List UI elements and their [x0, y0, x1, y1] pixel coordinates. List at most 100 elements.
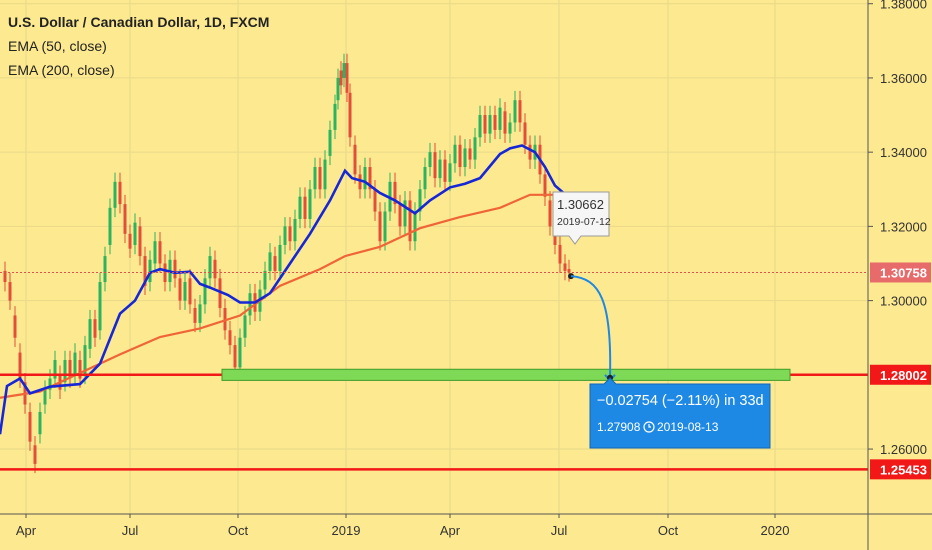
annotations-layer: 1.30662 2019-07-12 −0.02754 (−2.11%) in 33…	[221, 191, 791, 449]
candle-body-78	[383, 211, 387, 242]
price-badge-label-0: 1.30758	[880, 265, 927, 280]
price-badge-0	[870, 262, 931, 283]
candle-body-37	[188, 278, 192, 305]
candle-body-45	[228, 330, 232, 346]
candle-body-106	[523, 122, 527, 145]
tooltip-price: 1.30662	[557, 197, 604, 212]
x-tick-label-5: Jul	[551, 523, 568, 538]
candle-body-67	[336, 77, 340, 101]
candle-body-98	[483, 115, 487, 134]
candle-body-58	[293, 218, 297, 242]
candle-body-15	[78, 359, 82, 379]
x-tick-label-1: Jul	[122, 523, 139, 538]
candle-body-8	[43, 389, 47, 405]
candle-body-48	[243, 315, 247, 338]
x-tick-label-6: Oct	[658, 523, 679, 538]
candle-body-63	[318, 167, 322, 190]
candle-body-92	[453, 144, 457, 164]
candle-body-71	[348, 92, 352, 138]
candle-body-38	[193, 308, 197, 323]
candle-body-17	[88, 319, 92, 349]
y-tick-label-1: 1.36000	[880, 71, 927, 86]
candle-body-24	[123, 204, 127, 234]
candle-body-12	[63, 359, 67, 383]
candle-body-25	[128, 233, 132, 249]
candle-body-70	[345, 63, 349, 93]
candle-body-55	[278, 244, 282, 271]
candle-body-74	[363, 167, 367, 190]
chart-legend: U.S. Dollar / Canadian Dollar, 1D, FXCM …	[8, 10, 269, 82]
y-tick-label-0: 1.38000	[880, 0, 927, 12]
candle-body-95	[468, 148, 472, 160]
candle-body-54	[273, 256, 277, 271]
candle-body-31	[158, 241, 162, 264]
candle-body-57	[288, 226, 292, 242]
candle-body-100	[493, 115, 497, 130]
candle-body-75	[368, 167, 372, 190]
candle-body-66	[333, 103, 337, 130]
candle-body-27	[138, 226, 142, 257]
candle-body-35	[178, 278, 182, 301]
candle-body-81	[398, 204, 402, 227]
candle-body-19	[98, 282, 102, 331]
ema50-legend-label: EMA (50, close)	[8, 38, 107, 54]
candle-body-59	[298, 196, 302, 219]
candle-body-73	[358, 174, 362, 190]
candle-body-86	[423, 167, 427, 190]
candle-body-85	[418, 189, 422, 212]
measure-change-text: −0.02754 (−2.11%) in 33d	[597, 393, 764, 409]
candle-body-9	[48, 378, 52, 390]
ema200-layer	[0, 193, 566, 399]
candle-body-110	[543, 174, 547, 197]
candle-body-5	[28, 411, 32, 442]
x-tick-label-0: Apr	[16, 523, 37, 538]
candle-body-52	[263, 270, 267, 290]
candle-body-65	[328, 129, 332, 156]
candle-body-0	[3, 270, 7, 283]
candle-body-102	[503, 111, 507, 134]
candles-layer	[3, 53, 571, 474]
candle-body-99	[488, 115, 492, 134]
y-tick-label-4: 1.30000	[880, 294, 927, 309]
chart-title: U.S. Dollar / Canadian Dollar, 1D, FXCM	[8, 14, 270, 30]
candle-body-97	[478, 115, 482, 138]
candle-body-2	[13, 315, 17, 338]
candle-body-88	[433, 152, 437, 179]
candle-body-10	[53, 359, 57, 379]
candle-body-94	[463, 148, 467, 168]
candle-body-40	[203, 278, 207, 305]
candle-body-1	[8, 282, 12, 301]
candle-body-49	[248, 293, 252, 316]
candle-body-39	[198, 304, 202, 323]
candle-body-80	[393, 181, 397, 205]
candle-body-114	[563, 263, 567, 271]
candle-body-53	[268, 252, 272, 271]
candle-body-76	[373, 189, 377, 212]
candle-body-72	[353, 144, 357, 175]
candle-body-23	[118, 181, 122, 205]
candle-body-16	[83, 345, 87, 375]
measure-box	[589, 377, 771, 449]
candle-body-6	[33, 445, 37, 464]
candle-body-87	[428, 152, 432, 168]
candle-body-34	[173, 259, 177, 279]
candle-body-107	[528, 144, 532, 160]
x-tick-label-3: 2019	[332, 523, 361, 538]
candle-body-61	[308, 189, 312, 219]
clock-icon	[643, 421, 655, 433]
candle-body-26	[133, 222, 137, 245]
candle-body-90	[443, 159, 447, 182]
candle-body-84	[413, 211, 417, 242]
ema200-line	[0, 193, 566, 399]
x-axis-panel	[0, 514, 932, 550]
candle-body-42	[213, 259, 217, 279]
price-tooltip-box	[552, 191, 610, 245]
candle-body-22	[113, 181, 117, 208]
candle-body-36	[183, 282, 187, 301]
candle-body-69	[342, 63, 346, 78]
candle-body-46	[233, 345, 237, 368]
candle-body-104	[513, 100, 517, 123]
